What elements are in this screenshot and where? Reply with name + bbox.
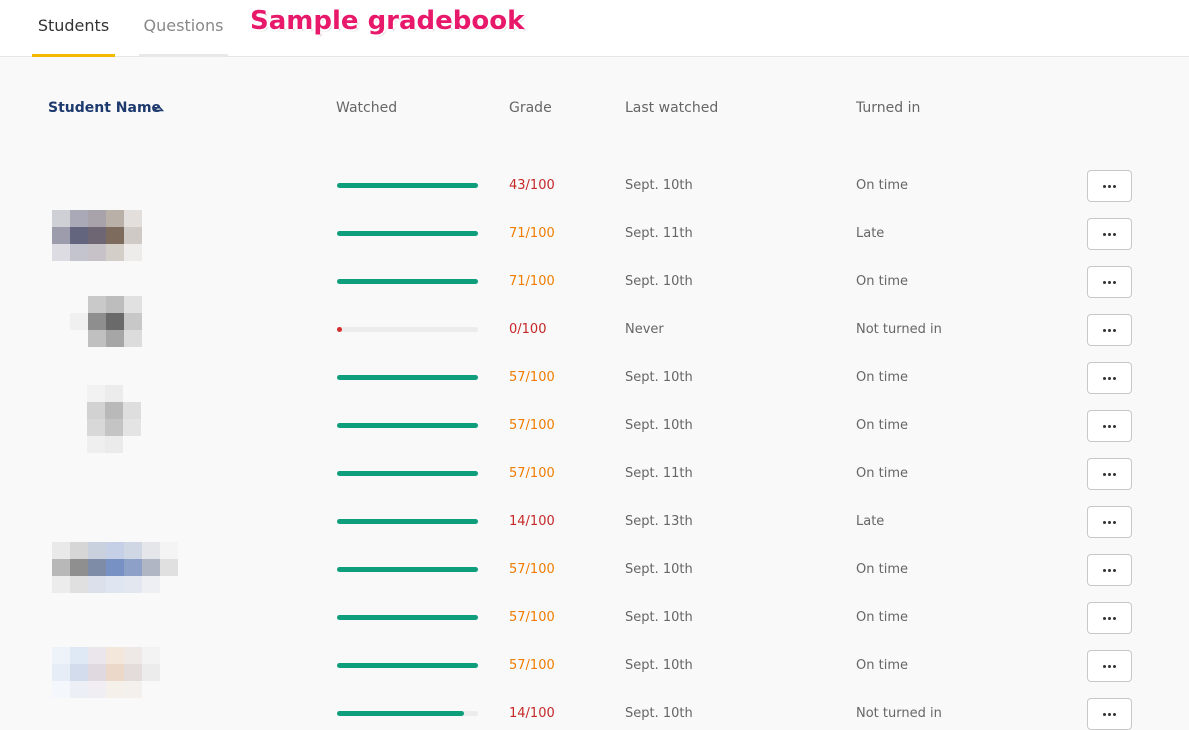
last-watched: Sept. 10th	[625, 706, 693, 721]
column-header[interactable]: Turned in	[856, 100, 921, 116]
watch-progress	[337, 519, 478, 524]
more-button[interactable]	[1087, 554, 1132, 586]
last-watched: Sept. 10th	[625, 658, 693, 673]
turned-in: On time	[856, 658, 908, 673]
last-watched: Sept. 10th	[625, 178, 693, 193]
turned-in: On time	[856, 562, 908, 577]
watch-progress-track	[337, 615, 478, 620]
grade: 57/100	[509, 466, 555, 481]
watch-progress-track	[337, 375, 478, 380]
watch-progress-track	[337, 327, 478, 332]
watch-progress-track	[337, 663, 478, 668]
more-button[interactable]	[1087, 170, 1132, 202]
grade: 57/100	[509, 418, 555, 433]
watch-progress	[337, 663, 478, 668]
grade: 71/100	[509, 226, 555, 241]
more-button[interactable]	[1087, 458, 1132, 490]
turned-in: On time	[856, 370, 908, 385]
grade: 14/100	[509, 706, 555, 721]
annotation: Sample gradebook	[250, 6, 525, 36]
more-button[interactable]	[1087, 698, 1132, 730]
watch-progress	[337, 375, 478, 380]
more-button[interactable]	[1087, 410, 1132, 442]
watch-progress-track	[337, 231, 478, 236]
grade: 57/100	[509, 610, 555, 625]
last-watched: Sept. 11th	[625, 466, 693, 481]
grade: 57/100	[509, 370, 555, 385]
watch-progress-track	[337, 567, 478, 572]
turned-in: On time	[856, 178, 908, 193]
watch-progress-track	[337, 519, 478, 524]
tab-bar: Students Questions Sample gradebook	[0, 0, 1189, 57]
last-watched: Never	[625, 322, 664, 337]
last-watched: Sept. 10th	[625, 610, 693, 625]
more-button[interactable]	[1087, 506, 1132, 538]
watch-progress	[337, 567, 478, 572]
grade: 57/100	[509, 562, 555, 577]
watch-progress-track	[337, 279, 478, 284]
watch-progress	[337, 423, 478, 428]
turned-in: Not turned in	[856, 706, 942, 721]
turned-in: On time	[856, 610, 908, 625]
turned-in: On time	[856, 418, 908, 433]
column-header[interactable]: Grade	[509, 100, 552, 116]
grade: 71/100	[509, 274, 555, 289]
last-watched: Sept. 10th	[625, 562, 693, 577]
watch-progress-track	[337, 183, 478, 188]
turned-in: Late	[856, 514, 885, 529]
column-header[interactable]: Watched	[336, 100, 398, 116]
last-watched: Sept. 10th	[625, 274, 693, 289]
more-button[interactable]	[1087, 218, 1132, 250]
turned-in: Not turned in	[856, 322, 942, 337]
grade: 0/100	[509, 322, 547, 337]
watch-progress	[337, 615, 478, 620]
last-watched: Sept. 10th	[625, 370, 693, 385]
more-button[interactable]	[1087, 650, 1132, 682]
more-button[interactable]	[1087, 602, 1132, 634]
grade: 57/100	[509, 658, 555, 673]
watch-progress	[337, 279, 478, 284]
column-header[interactable]: Last watched	[625, 100, 719, 116]
last-watched: Sept. 10th	[625, 418, 693, 433]
grade: 43/100	[509, 178, 555, 193]
last-watched: Sept. 11th	[625, 226, 693, 241]
turned-in: On time	[856, 274, 908, 289]
last-watched: Sept. 13th	[625, 514, 693, 529]
turned-in: Late	[856, 226, 885, 241]
watch-progress	[337, 231, 478, 236]
watch-progress	[337, 183, 478, 188]
more-button[interactable]	[1087, 266, 1132, 298]
grade: 14/100	[509, 514, 555, 529]
tab-students[interactable]: Students	[32, 16, 115, 57]
watch-progress-track	[337, 471, 478, 476]
sort-icon[interactable]	[153, 103, 164, 113]
column-header[interactable]: Student Name	[48, 100, 162, 116]
watch-progress	[337, 471, 478, 476]
watch-progress	[337, 327, 342, 332]
watch-progress-track	[337, 423, 478, 428]
tab-questions[interactable]: Questions	[139, 16, 228, 57]
more-button[interactable]	[1087, 314, 1132, 346]
more-button[interactable]	[1087, 362, 1132, 394]
turned-in: On time	[856, 466, 908, 481]
